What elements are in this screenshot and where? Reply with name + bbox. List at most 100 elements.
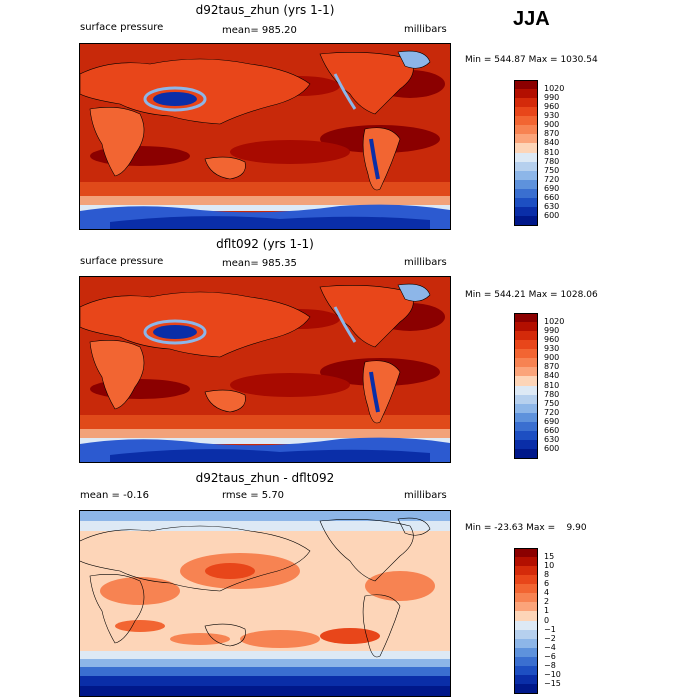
- panel2-high: [230, 373, 350, 397]
- panel2-band: [80, 438, 450, 444]
- panel1-antarctica: [110, 216, 430, 229]
- panel3-band: [80, 651, 450, 659]
- colorbar-tick-label: 0: [544, 615, 550, 625]
- colorbar-tick-label: 720: [544, 174, 560, 184]
- colorbar-tick-label: 630: [544, 434, 560, 444]
- colorbar-swatch: [514, 665, 538, 676]
- colorbar-tick-label: 930: [544, 344, 560, 354]
- colorbar-tick-label: 1020: [544, 84, 565, 94]
- colorbar-swatch: [514, 197, 538, 208]
- panel2-rockies: [333, 306, 357, 343]
- panel3-coast-samerica: [362, 594, 401, 658]
- colorbar-swatch: [514, 152, 538, 163]
- panel2-band: [80, 415, 450, 429]
- colorbar-tick-label: 900: [544, 353, 560, 363]
- panel1-high: [230, 140, 350, 164]
- colorbar-tick-label: 8: [544, 570, 550, 580]
- panel2-minmax: Min = 544.21 Max = 1028.06: [465, 290, 598, 300]
- panel2-band: [80, 429, 450, 438]
- colorbar-tick-label: 990: [544, 326, 560, 336]
- colorbar-swatch: [514, 611, 538, 621]
- panel3-anomaly: [240, 630, 320, 648]
- panel2-colorbar: 1020 990 960 930 900 870 840 810 780 750 720 690 660…: [514, 313, 574, 459]
- colorbar-swatch: [514, 116, 538, 126]
- colorbar-swatch: [514, 674, 538, 685]
- colorbar-swatch: [514, 161, 538, 172]
- colorbar-swatch: [514, 179, 538, 190]
- colorbar-swatch: [514, 125, 538, 135]
- panel2-antarctica: [110, 449, 430, 462]
- colorbar-swatch: [514, 602, 538, 612]
- colorbar-swatch: [514, 367, 538, 377]
- colorbar-swatch: [514, 322, 538, 332]
- colorbar-tick-label: 870: [544, 129, 560, 139]
- colorbar-swatch: [514, 331, 538, 341]
- panel1-band: [80, 196, 450, 205]
- panel3-units: millibars: [404, 490, 447, 501]
- panel1-title: d92taus_zhun (yrs 1-1): [195, 3, 335, 17]
- panel1-tibet-low: [153, 92, 197, 106]
- colorbar-tick-label: 930: [544, 111, 560, 121]
- panel1-namerica: [319, 52, 414, 115]
- colorbar-tick-label: 690: [544, 416, 560, 426]
- panel2-namerica: [319, 285, 414, 348]
- colorbar-tick-label: −4: [544, 642, 556, 652]
- panel1-tibet-rim: [143, 86, 207, 112]
- colorbar-tick-label: 840: [544, 138, 560, 148]
- panel2-variable: surface pressure: [80, 256, 164, 267]
- panel3-anomaly: [115, 620, 165, 632]
- colorbar-tick-label: 720: [544, 407, 560, 417]
- colorbar-swatch: [514, 566, 538, 576]
- colorbar-swatch: [514, 134, 538, 144]
- colorbar-swatch: [514, 557, 538, 567]
- panel2-title: dflt092 (yrs 1-1): [216, 237, 314, 251]
- colorbar-tick-label: 6: [544, 579, 550, 589]
- panel3-title: d92taus_zhun - dflt092: [195, 471, 335, 485]
- panel1-variable: surface pressure: [80, 22, 164, 33]
- colorbar-tick-label: −1: [544, 624, 556, 634]
- panel3-anomaly: [100, 577, 180, 605]
- panel2-mean: mean= 985.35: [222, 258, 297, 269]
- colorbar-tick-label: 15: [544, 552, 555, 562]
- panel1-minmax: Min = 544.87 Max = 1030.54: [465, 55, 598, 65]
- colorbar-swatch: [514, 215, 538, 226]
- colorbar-swatch: [514, 629, 538, 640]
- colorbar-tick-label: 960: [544, 335, 560, 345]
- colorbar-swatch: [514, 358, 538, 368]
- colorbar-swatch: [514, 340, 538, 350]
- panel3-band: [80, 511, 450, 521]
- panel2-africa: [89, 340, 145, 410]
- colorbar-tick-label: 1: [544, 606, 550, 616]
- panel1-band: [80, 205, 450, 211]
- panel3-anomaly: [170, 633, 230, 645]
- colorbar-tick-label: −15: [544, 678, 561, 688]
- colorbar-swatch: [514, 412, 538, 423]
- panel3-band: [80, 686, 450, 696]
- panel1-australia: [204, 156, 246, 180]
- colorbar-tick-label: 900: [544, 120, 560, 130]
- colorbar-swatch: [514, 394, 538, 405]
- panel3-anomaly: [320, 628, 380, 644]
- colorbar-swatch: [514, 206, 538, 217]
- panel3-coast-eurasia: [80, 525, 311, 592]
- colorbar-tick-label: 870: [544, 362, 560, 372]
- colorbar-tick-label: 600: [544, 443, 560, 453]
- panel1-rockies: [333, 73, 357, 110]
- colorbar-swatch: [514, 313, 538, 323]
- panel3-band: [80, 667, 450, 676]
- colorbar-swatch: [514, 80, 538, 90]
- colorbar-swatch: [514, 107, 538, 117]
- colorbar-swatch: [514, 170, 538, 181]
- colorbar-swatch: [514, 143, 538, 153]
- panel3-coast-namerica: [319, 519, 414, 582]
- colorbar-tick-label: 990: [544, 93, 560, 103]
- colorbar-tick-label: 1020: [544, 317, 565, 327]
- panel2-tibet-low: [153, 325, 197, 339]
- panel1-mean: mean= 985.20: [222, 25, 297, 36]
- panel3-colorbar: 15 10 8 6 4 2 1 0 −1 −2 −4 −6 −8 −10 −15: [514, 548, 574, 694]
- colorbar-swatch: [514, 385, 538, 396]
- panel3-band: [80, 676, 450, 686]
- colorbar-tick-label: 600: [544, 210, 560, 220]
- panel3-coast-australia: [204, 623, 246, 647]
- panel1-andes: [369, 138, 380, 180]
